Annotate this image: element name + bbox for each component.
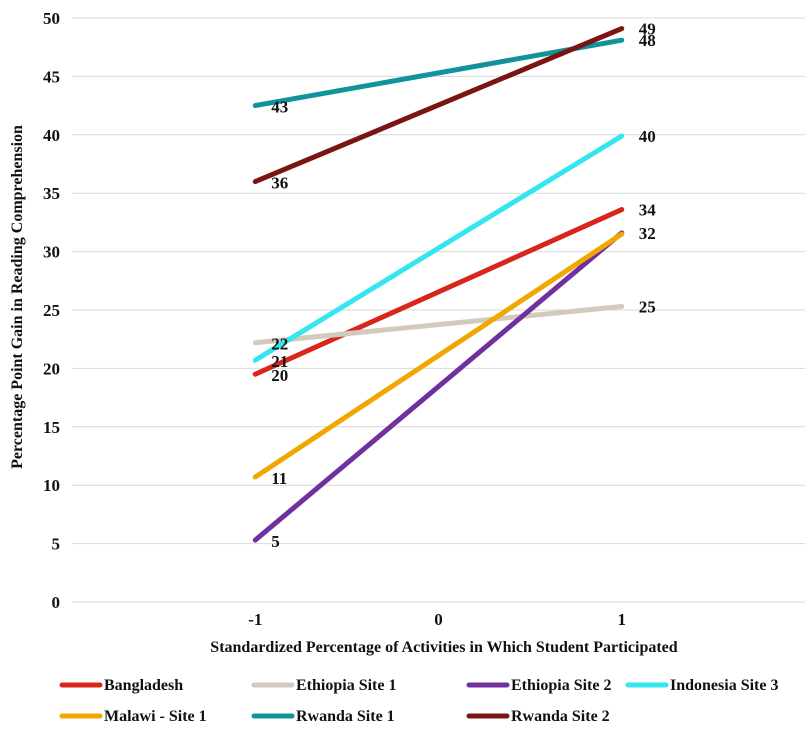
data-label: 20 [271, 366, 288, 385]
legend-label: Rwanda Site 2 [511, 708, 610, 725]
series-line [252, 133, 625, 363]
data-label: 32 [639, 224, 656, 243]
data-label: 25 [639, 297, 656, 316]
gridlines [72, 17, 805, 603]
x-tick-label: 1 [618, 610, 627, 629]
series-line [252, 37, 625, 109]
y-tick-label: 30 [43, 243, 60, 262]
x-tick-label: 0 [434, 610, 443, 629]
legend-label: Ethiopia Site 2 [511, 677, 611, 694]
data-label: 21 [271, 352, 288, 371]
y-tick-label: 5 [52, 535, 61, 554]
data-label: 22 [271, 335, 288, 354]
series-line [252, 230, 625, 543]
y-axis-ticks: 0 5 10 15 20 25 30 35 40 45 50 [43, 9, 60, 612]
data-label: 40 [639, 127, 656, 146]
legend-label: Indonesia Site 3 [670, 677, 778, 694]
legend-label: Rwanda Site 1 [296, 708, 395, 725]
series-line [252, 26, 625, 185]
legend-label: Bangladesh [104, 677, 183, 694]
data-labels: 20 34 22 25 5 32 21 40 11 43 48 36 49 [271, 20, 656, 552]
series-lines [252, 26, 625, 543]
x-axis-title: Standardized Percentage of Activities in… [210, 639, 677, 656]
y-tick-label: 50 [43, 9, 60, 28]
data-label: 34 [639, 201, 657, 220]
y-tick-label: 45 [43, 67, 60, 86]
y-axis-title: Percentage Point Gain in Reading Compreh… [9, 125, 26, 469]
data-label: 43 [271, 98, 288, 117]
series-line [252, 207, 625, 377]
x-axis-ticks: -1 0 1 [248, 610, 626, 629]
series-line [252, 303, 625, 346]
data-label: 48 [639, 31, 656, 50]
y-tick-label: 15 [43, 418, 60, 437]
data-label: 36 [271, 174, 288, 193]
data-label: 5 [271, 532, 280, 551]
legend-label: Ethiopia Site 1 [296, 677, 396, 694]
data-label: 49 [639, 20, 656, 39]
x-tick-label: -1 [248, 610, 262, 629]
y-tick-label: 20 [43, 359, 60, 378]
series-line [252, 231, 625, 480]
data-label: 11 [271, 469, 287, 488]
y-tick-label: 0 [52, 593, 61, 612]
legend-label: Malawi - Site 1 [104, 708, 207, 725]
legend: Bangladesh Ethiopia Site 1 Ethiopia Site 2… [59, 677, 778, 725]
y-tick-label: 35 [43, 184, 60, 203]
y-tick-label: 40 [43, 126, 60, 145]
y-tick-label: 10 [43, 476, 60, 495]
y-tick-label: 25 [43, 301, 60, 320]
